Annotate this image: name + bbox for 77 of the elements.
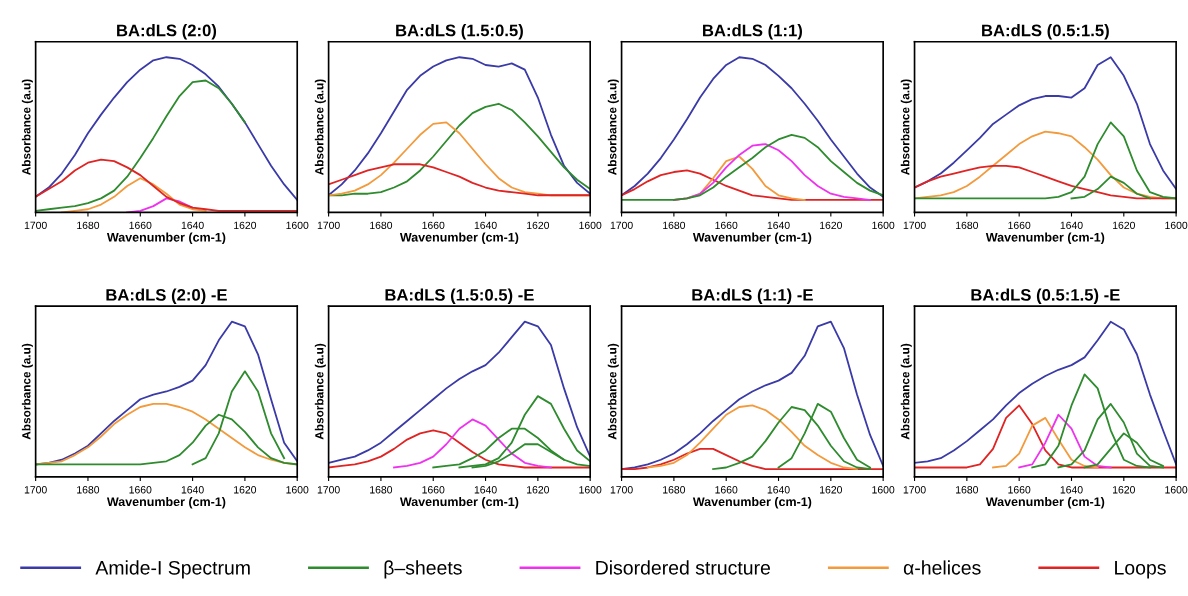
y-axis-title: Absorbance (a.u) <box>314 343 326 440</box>
x-tick-label: 1620 <box>1113 486 1135 494</box>
x-tick-label: 1700 <box>317 221 340 230</box>
x-tick-label: 1660 <box>422 221 445 230</box>
x-axis-title: Wavenumber (cm-1) <box>106 496 226 509</box>
x-tick-label: 1620 <box>527 486 550 494</box>
x-axis-title: Wavenumber (cm-1) <box>692 496 812 509</box>
x-tick-label: 1620 <box>820 486 843 494</box>
x-tick-label: 1680 <box>370 486 393 494</box>
legend-label: Disordered structure <box>596 560 770 575</box>
x-tick-label: 1600 <box>872 221 895 230</box>
x-tick-label: 1680 <box>663 486 686 494</box>
x-tick-label: 1660 <box>1008 221 1031 230</box>
x-axis-title: Wavenumber (cm-1) <box>399 496 519 509</box>
chart-title: BA:dLS (1.5:0.5) -E <box>385 288 534 305</box>
x-tick-label: 1660 <box>129 486 152 494</box>
x-tick-label: 1700 <box>24 221 47 230</box>
x-tick-label: 1600 <box>1165 221 1188 230</box>
x-axis-title: Wavenumber (cm-1) <box>692 232 812 245</box>
x-tick-label: 1680 <box>370 221 393 230</box>
x-tick-label: 1660 <box>1008 486 1031 494</box>
x-tick-label: 1640 <box>1060 221 1083 230</box>
x-tick-label: 1640 <box>767 486 790 494</box>
x-tick-label: 1600 <box>579 221 602 230</box>
x-tick-label: 1700 <box>903 486 926 494</box>
x-tick-label: 1700 <box>24 486 47 494</box>
x-tick-label: 1660 <box>129 221 152 230</box>
x-tick-label: 1620 <box>234 221 257 230</box>
x-tick-label: 1640 <box>474 486 497 494</box>
legend-label: Amide-I Spectrum <box>95 560 250 579</box>
y-axis-title: Absorbance (a.u) <box>314 79 326 175</box>
y-axis-title: Absorbance (a.u) <box>900 343 912 440</box>
x-axis-title: Wavenumber (cm-1) <box>106 232 226 245</box>
legend-label: β‒sheets <box>384 560 462 579</box>
x-tick-label: 1680 <box>956 221 979 230</box>
chart-title: BA:dLS (2:0) -E <box>106 288 227 305</box>
x-tick-label: 1700 <box>610 221 633 230</box>
legend-label: Loops <box>1115 561 1166 579</box>
y-axis-title: Absorbance (a.u) <box>21 79 33 175</box>
x-tick-label: 1600 <box>286 486 309 494</box>
chart-title: BA:dLS (2:0) <box>117 24 217 40</box>
x-tick-label: 1640 <box>767 221 790 230</box>
x-tick-label: 1600 <box>579 486 602 494</box>
x-tick-label: 1640 <box>181 221 204 230</box>
chart-title: BA:dLS (1:1) <box>703 24 802 40</box>
x-axis-title: Wavenumber (cm-1) <box>985 496 1105 509</box>
x-tick-label: 1620 <box>820 221 843 230</box>
x-tick-label: 1640 <box>181 486 204 494</box>
x-axis-title: Wavenumber (cm-1) <box>985 232 1105 245</box>
x-tick-label: 1680 <box>77 221 100 230</box>
y-axis-title: Absorbance (a.u) <box>21 343 33 440</box>
y-axis-title: Absorbance (a.u) <box>607 343 619 440</box>
legend-label: α-helices <box>903 560 981 575</box>
x-tick-label: 1660 <box>715 221 738 230</box>
x-tick-label: 1680 <box>663 221 686 230</box>
chart-title: BA:dLS (1.5:0.5) <box>396 24 523 40</box>
x-tick-label: 1700 <box>317 486 340 494</box>
x-tick-label: 1620 <box>1113 221 1135 230</box>
x-tick-label: 1600 <box>286 221 309 230</box>
x-tick-label: 1640 <box>1060 486 1083 494</box>
x-tick-label: 1680 <box>956 486 979 494</box>
x-tick-label: 1680 <box>77 486 100 494</box>
chart-title: BA:dLS (1:1) -E <box>692 288 813 305</box>
y-axis-title: Absorbance (a.u) <box>607 79 619 175</box>
x-tick-label: 1660 <box>422 486 445 494</box>
x-tick-label: 1600 <box>872 486 895 494</box>
chart-title: BA:dLS (0.5:1.5) -E <box>971 288 1120 305</box>
y-axis-title: Absorbance (a.u) <box>900 79 912 175</box>
x-tick-label: 1640 <box>474 221 497 230</box>
x-tick-label: 1620 <box>234 486 257 494</box>
x-tick-label: 1700 <box>610 486 633 494</box>
x-tick-label: 1660 <box>715 486 738 494</box>
x-axis-title: Wavenumber (cm-1) <box>399 232 519 245</box>
x-tick-label: 1700 <box>903 221 926 230</box>
x-tick-label: 1620 <box>527 221 550 230</box>
chart-title: BA:dLS (0.5:1.5) <box>982 24 1109 40</box>
x-tick-label: 1600 <box>1165 486 1188 494</box>
